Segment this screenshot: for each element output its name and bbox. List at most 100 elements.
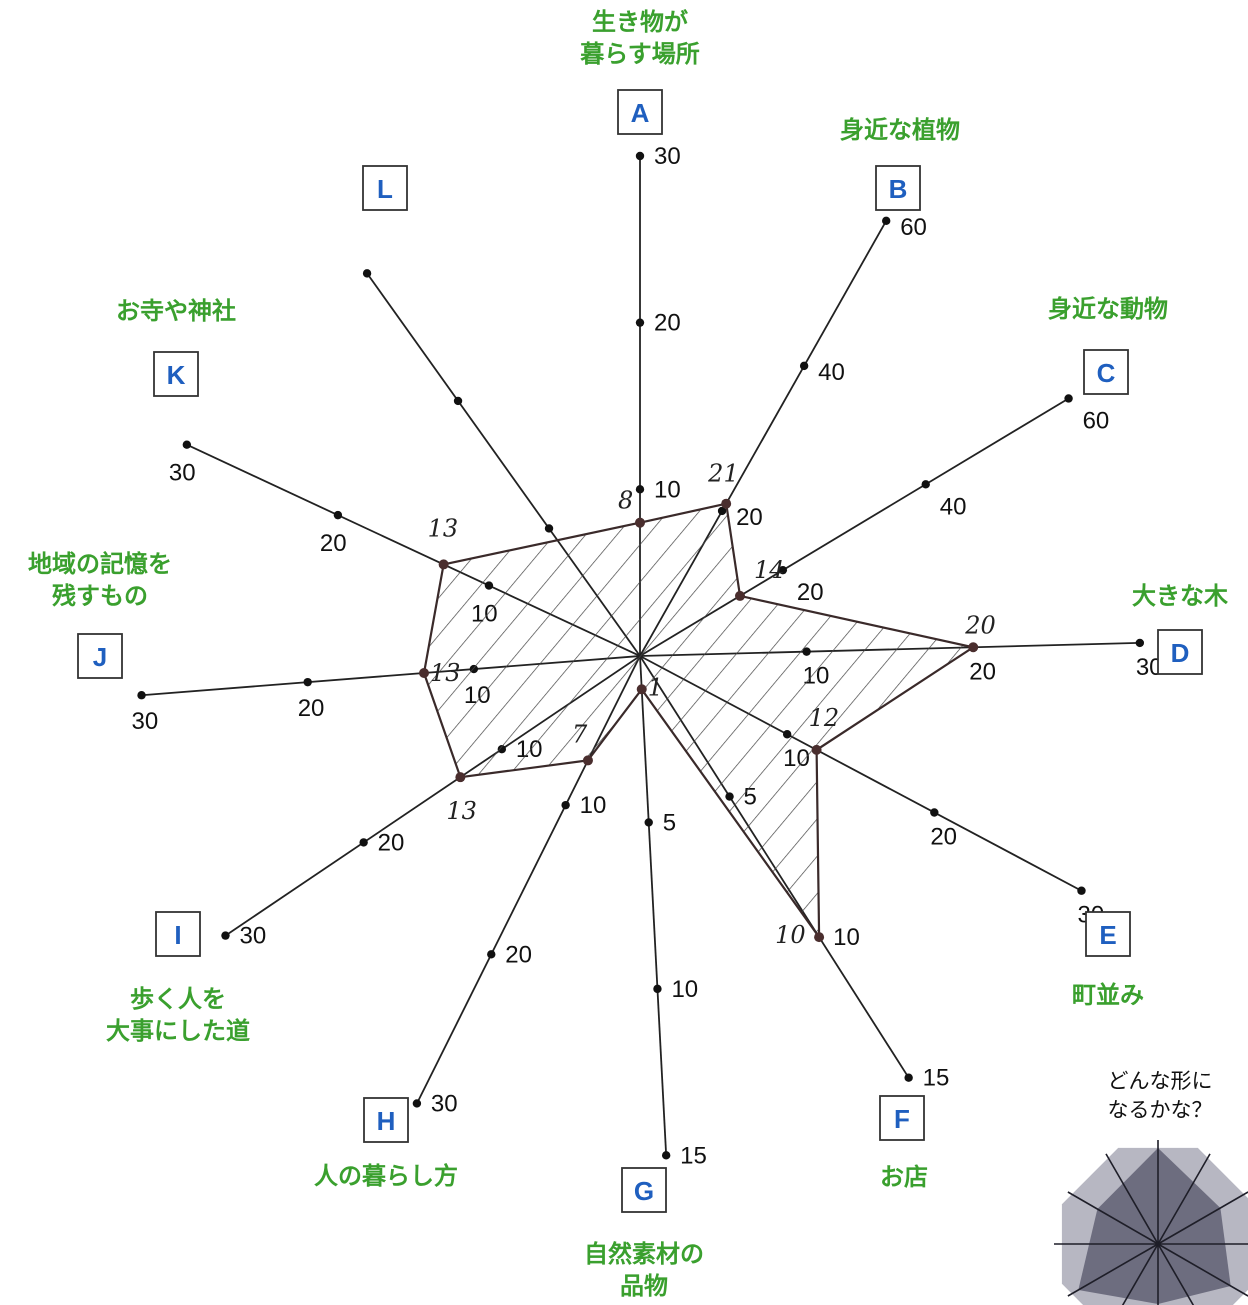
axis-letter-i: I (174, 920, 181, 950)
category-label-g-0: 自然素材の (584, 1240, 704, 1268)
category-label-a-1: 暮らす場所 (580, 40, 700, 68)
tick-label-c-60: 60 (1083, 407, 1110, 434)
category-label-i-1: 大事にした道 (106, 1017, 250, 1045)
tick-dot-h-0 (561, 800, 570, 810)
tick-dot-a-1 (635, 318, 645, 327)
axis-letter-box-j (77, 633, 123, 679)
axis-letter-g: G (634, 1176, 654, 1206)
tick-label-i-20: 20 (378, 829, 405, 856)
tick-dot-g-1 (653, 984, 662, 994)
tick-label-b-60: 60 (900, 214, 927, 241)
value-point-g (636, 684, 647, 695)
tick-dot-l-2 (362, 269, 372, 278)
category-label-i-0: 歩く人を (130, 985, 226, 1013)
tick-dot-c-1 (921, 480, 930, 489)
value-point-b (721, 498, 732, 509)
tick-dot-f-2 (904, 1073, 913, 1082)
value-point-k (438, 559, 449, 570)
axis-letter-box-e (1085, 911, 1131, 957)
category-label-k-0: お寺や神社 (116, 297, 236, 325)
axis-letter-box-c (1083, 349, 1129, 395)
thumbnail-shape (1078, 1148, 1231, 1304)
tick-label-g-10: 10 (671, 976, 698, 1003)
tick-dot-i-2 (221, 931, 230, 940)
axis-letter-box-h (363, 1097, 409, 1143)
tick-dot-k-2 (182, 440, 192, 449)
tick-dot-e-1 (930, 808, 939, 817)
category-label-h-0: 人の暮らし方 (314, 1162, 458, 1190)
value-label-h: 7 (572, 720, 588, 748)
tick-label-g-5: 5 (663, 809, 676, 836)
axis-letter-h: H (377, 1106, 396, 1136)
tick-dot-c-2 (1064, 394, 1073, 403)
value-point-e (811, 744, 822, 755)
axis-letter-box-d (1157, 629, 1203, 675)
tick-dot-b-2 (882, 216, 891, 226)
tick-dot-a-0 (635, 485, 645, 494)
axis-letter-box-g (621, 1167, 667, 1213)
value-point-j (419, 667, 430, 678)
value-label-d: 20 (964, 611, 996, 639)
category-label-j-1: 残すもの (52, 582, 148, 610)
value-polygon (422, 502, 976, 941)
axis-letter-box-a (617, 89, 663, 135)
value-label-e: 12 (809, 704, 840, 732)
tick-label-a-20: 20 (654, 310, 681, 337)
tick-dot-j-2 (137, 691, 146, 700)
tick-dot-c-0 (778, 565, 788, 575)
thumbnail-spoke (1157, 1153, 1211, 1245)
value-point-f (814, 932, 825, 943)
tick-dot-g-2 (661, 1151, 671, 1160)
category-label-c-0: 身近な動物 (1048, 295, 1168, 323)
tick-label-f-10: 10 (833, 924, 860, 951)
polygon-layer: 8 21 14 20 12 10 1 7 13 13 13 (419, 460, 996, 949)
tick-dot-i-1 (359, 838, 368, 847)
value-label-j: 13 (430, 659, 461, 687)
tick-label-j-20: 20 (298, 695, 325, 722)
axis-letter-e: E (1099, 920, 1116, 950)
axis-letter-k: K (167, 360, 186, 390)
tick-dot-b-1 (799, 361, 809, 371)
axis-letter-box-k (153, 351, 199, 397)
thumbnail-spoke (1157, 1243, 1195, 1305)
category-label-j-0: 地域の記憶を (28, 550, 172, 578)
thumbnail-spoke (1157, 1191, 1248, 1245)
tick-dot-j-1 (303, 677, 312, 687)
axis-letter-a: A (631, 98, 650, 128)
axis-letter-b: B (889, 174, 908, 204)
axis-letter-box-i (155, 911, 201, 957)
tick-label-a-30: 30 (654, 143, 681, 170)
value-label-k: 13 (428, 514, 459, 542)
axis-letter-l: L (377, 174, 393, 204)
tick-dot-a-2 (635, 151, 645, 161)
tick-label-i-30: 30 (239, 923, 266, 950)
tick-dot-l-1 (453, 396, 463, 406)
tick-label-a-10: 10 (654, 476, 681, 503)
tick-label-k-30: 30 (169, 460, 196, 487)
thumbnail-spoke (1105, 1153, 1159, 1245)
tick-label-c-20: 20 (797, 579, 824, 606)
thumbnail-spoke (1067, 1191, 1159, 1245)
value-point-d (968, 642, 979, 653)
axis-letter-f: F (894, 1104, 910, 1134)
tick-label-g-15: 15 (680, 1142, 707, 1169)
tick-dot-l-0 (544, 524, 554, 533)
axis-letter-c: C (1097, 358, 1116, 388)
axis-letter-box-f (879, 1095, 925, 1141)
value-point-i (455, 772, 466, 783)
category-label-a-0: 生き物が (592, 8, 688, 36)
value-point-a (635, 517, 645, 528)
value-label-i: 13 (446, 797, 477, 825)
tick-dot-h-2 (412, 1099, 422, 1108)
axis-letter-j: J (93, 642, 107, 672)
tick-label-e-20: 20 (930, 823, 957, 850)
category-label-d-0: 大きな木 (1132, 582, 1229, 610)
category-label-g-1: 品物 (620, 1272, 668, 1300)
value-label-a: 8 (618, 487, 633, 515)
value-label-c: 14 (754, 556, 785, 584)
note-line-0: どんな形に (1108, 1069, 1213, 1093)
value-point-c (735, 590, 746, 601)
tick-label-c-40: 40 (940, 493, 967, 520)
